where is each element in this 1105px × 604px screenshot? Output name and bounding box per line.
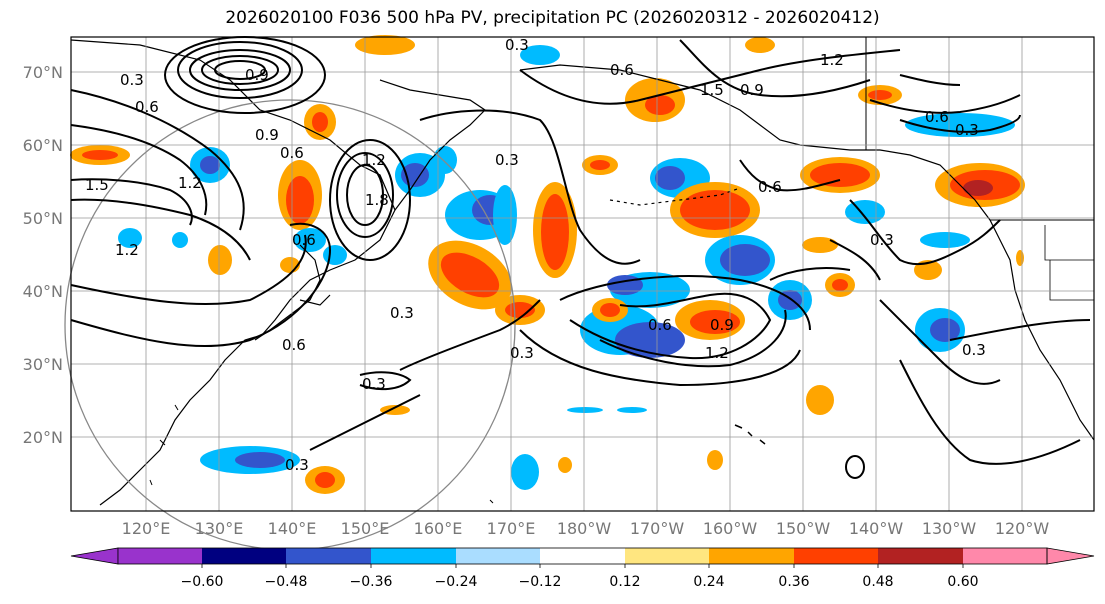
colorbar-segment bbox=[878, 548, 963, 564]
pv-label: 0.3 bbox=[510, 344, 534, 362]
pv-label: 0.6 bbox=[280, 144, 304, 162]
pv-label: 1.2 bbox=[820, 51, 844, 69]
colorbar-tick-label: −0.48 bbox=[265, 574, 308, 590]
lon-label: 130°W bbox=[922, 519, 977, 538]
lon-label: 130°E bbox=[195, 519, 244, 538]
pv-label: 0.3 bbox=[870, 231, 894, 249]
lon-label: 170°E bbox=[487, 519, 536, 538]
lat-label: 60°N bbox=[23, 136, 63, 155]
pv-label: 0.3 bbox=[285, 456, 309, 474]
pv-label: 0.9 bbox=[710, 316, 734, 334]
pv-label: 1.2 bbox=[178, 174, 202, 192]
pv-label: 1.2 bbox=[705, 344, 729, 362]
longitude-labels: 120°E 130°E 140°E 150°E 160°E 170°E 180°… bbox=[122, 519, 1050, 538]
pv-label: 0.9 bbox=[245, 66, 269, 84]
colorbar-tick-label: 0.12 bbox=[609, 574, 640, 590]
pv-label: 0.3 bbox=[955, 121, 979, 139]
lon-label: 140°E bbox=[268, 519, 317, 538]
colorbar-segment bbox=[371, 548, 456, 564]
colorbar-tick-label: 0.60 bbox=[947, 574, 978, 590]
pv-label: 0.3 bbox=[962, 341, 986, 359]
lon-label: 120°E bbox=[122, 519, 171, 538]
colorbar-ticks bbox=[201, 564, 964, 568]
colorbar-segment bbox=[202, 548, 286, 564]
pv-label: 0.3 bbox=[495, 151, 519, 169]
pv-label: 0.6 bbox=[758, 178, 782, 196]
colorbar-segment bbox=[118, 548, 202, 564]
colorbar-tick-label: 0.36 bbox=[778, 574, 809, 590]
lon-label: 160°E bbox=[414, 519, 463, 538]
pv-label: 0.3 bbox=[390, 304, 414, 322]
colorbar-segment bbox=[794, 548, 878, 564]
colorbar-min-extend bbox=[70, 547, 119, 565]
colorbar-max-extend bbox=[1046, 547, 1095, 565]
pv-label: 1.5 bbox=[85, 176, 109, 194]
pv-label: 0.6 bbox=[925, 108, 949, 126]
colorbar-tick-label: 0.48 bbox=[862, 574, 893, 590]
pv-contours bbox=[70, 36, 1091, 479]
colorbar-segment bbox=[709, 548, 794, 564]
pv-label: 0.6 bbox=[648, 316, 672, 334]
lat-label: 20°N bbox=[23, 428, 63, 447]
pv-label: 1.8 bbox=[365, 191, 389, 209]
pv-label: 0.3 bbox=[362, 375, 386, 393]
pv-label: 0.3 bbox=[120, 71, 144, 89]
pv-label: 1.5 bbox=[700, 81, 724, 99]
pv-contour-labels: 0.3 0.6 0.9 1.2 1.5 0.3 0.9 0.6 1.2 0.3 … bbox=[85, 36, 986, 474]
pv-label: 0.6 bbox=[292, 231, 316, 249]
colorbar-segment bbox=[286, 548, 371, 564]
latitude-labels: 70°N 60°N 50°N 40°N 30°N 20°N bbox=[23, 63, 63, 447]
colorbar-tick-label: 0.24 bbox=[693, 574, 724, 590]
map-panel: 0.3 0.6 0.9 1.2 1.5 0.3 0.9 0.6 1.2 0.3 … bbox=[64, 35, 1095, 551]
colorbar-tick-label: −0.36 bbox=[350, 574, 393, 590]
lon-label: 180°W bbox=[557, 519, 612, 538]
colorbar-segment bbox=[540, 548, 625, 564]
map-title: 2026020100 F036 500 hPa PV, precipitatio… bbox=[225, 8, 880, 28]
pv-label: 0.6 bbox=[135, 98, 159, 116]
pv-label: 0.9 bbox=[740, 81, 764, 99]
lat-label: 30°N bbox=[23, 355, 63, 374]
lon-label: 140°W bbox=[849, 519, 904, 538]
colorbar-segment bbox=[625, 548, 709, 564]
lat-label: 50°N bbox=[23, 209, 63, 228]
pv-label: 0.3 bbox=[505, 36, 529, 54]
colorbar-segment bbox=[456, 548, 540, 564]
lon-label: 150°W bbox=[776, 519, 831, 538]
colorbar-segment bbox=[963, 548, 1047, 564]
lon-label: 170°W bbox=[630, 519, 685, 538]
pv-label: 1.2 bbox=[115, 241, 139, 259]
colorbar: −0.60 −0.48 −0.36 −0.24 −0.12 0.12 0.24 … bbox=[70, 547, 1095, 590]
pv-label: 0.6 bbox=[610, 61, 634, 79]
lat-label: 70°N bbox=[23, 63, 63, 82]
lon-label: 160°W bbox=[703, 519, 758, 538]
pv-label: 1.2 bbox=[362, 151, 386, 169]
colorbar-tick-label: −0.24 bbox=[435, 574, 478, 590]
lat-label: 40°N bbox=[23, 282, 63, 301]
pv-label: 0.6 bbox=[282, 336, 306, 354]
colorbar-tick-label: −0.60 bbox=[181, 574, 224, 590]
colorbar-tick-label: −0.12 bbox=[519, 574, 562, 590]
lon-label: 150°E bbox=[341, 519, 390, 538]
pv-label: 0.9 bbox=[255, 126, 279, 144]
lon-label: 120°W bbox=[995, 519, 1050, 538]
